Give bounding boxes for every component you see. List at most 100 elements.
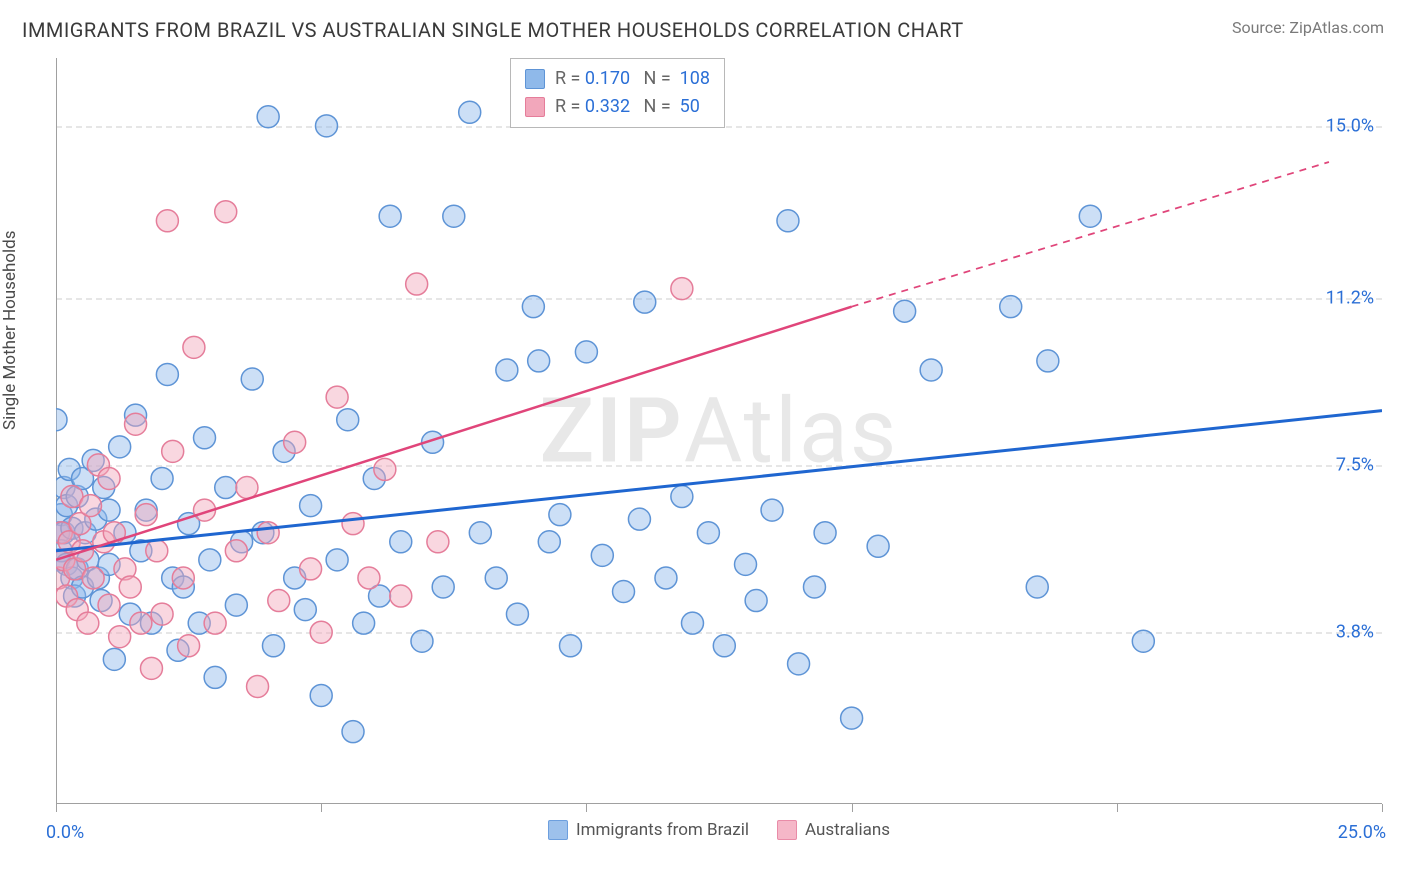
legend-item: Immigrants from Brazil (548, 820, 749, 840)
legend-swatch (548, 820, 568, 840)
data-point-australians (98, 594, 120, 616)
data-point-brazil (379, 205, 401, 227)
data-point-brazil (294, 599, 316, 621)
data-point-brazil (549, 504, 571, 526)
data-point-australians (178, 635, 200, 657)
data-point-australians (358, 567, 380, 589)
data-point-brazil (496, 359, 518, 381)
bottom-legend: Immigrants from Brazil Australians (56, 820, 1382, 840)
data-point-brazil (194, 427, 216, 449)
source-name: ZipAtlas.com (1289, 18, 1384, 37)
data-point-australians (162, 440, 184, 462)
data-point-brazil (591, 544, 613, 566)
data-point-australians (77, 612, 99, 634)
source-prefix: Source: (1232, 18, 1289, 37)
data-point-brazil (506, 603, 528, 625)
data-point-brazil (1132, 630, 1154, 652)
data-point-brazil (1079, 205, 1101, 227)
data-point-australians (183, 336, 205, 358)
data-point-brazil (894, 300, 916, 322)
data-point-brazil (300, 495, 322, 517)
data-point-brazil (745, 590, 767, 612)
stats-text-australians: R = 0.332 N = 50 (555, 93, 700, 121)
data-point-brazil (257, 106, 279, 128)
data-point-brazil (1026, 576, 1048, 598)
data-point-brazil (316, 115, 338, 137)
data-point-australians (671, 278, 693, 300)
data-point-brazil (432, 576, 454, 598)
x-axis-labels: 0.0% Immigrants from BrazilAustralians 2… (56, 808, 1382, 844)
data-point-australians (326, 386, 348, 408)
data-point-brazil (713, 635, 735, 657)
data-point-brazil (310, 684, 332, 706)
data-point-brazil (215, 477, 237, 499)
data-point-australians (125, 413, 147, 435)
data-point-australians (342, 513, 364, 535)
stats-legend-box: R = 0.170 N = 108R = 0.332 N = 50 (510, 58, 725, 128)
data-point-australians (151, 603, 173, 625)
data-point-brazil (156, 363, 178, 385)
x-tick (1382, 804, 1383, 812)
plot-area: ZIPAtlas 3.8%7.5%11.2%15.0% (56, 58, 1382, 804)
data-point-brazil (485, 567, 507, 589)
data-point-brazil (1037, 350, 1059, 372)
data-point-brazil (671, 486, 693, 508)
data-point-australians (146, 540, 168, 562)
data-point-australians (300, 558, 322, 580)
data-point-brazil (634, 291, 656, 313)
swatch-brazil (525, 69, 545, 89)
x-max-label: 25.0% (1338, 822, 1386, 843)
data-point-australians (284, 431, 306, 453)
data-point-brazil (199, 549, 221, 571)
legend-label: Immigrants from Brazil (576, 820, 749, 840)
data-point-brazil (575, 341, 597, 363)
data-point-australians (204, 612, 226, 634)
chart-header: IMMIGRANTS FROM BRAZIL VS AUSTRALIAN SIN… (0, 0, 1406, 42)
data-point-brazil (613, 581, 635, 603)
data-point-australians (390, 585, 412, 607)
data-point-brazil (681, 612, 703, 634)
data-point-brazil (803, 576, 825, 598)
data-point-brazil (841, 707, 863, 729)
data-point-australians (268, 590, 290, 612)
data-point-brazil (628, 508, 650, 530)
data-point-brazil (469, 522, 491, 544)
trendline-extrapolated-australians (852, 162, 1329, 307)
data-point-australians (79, 495, 101, 517)
legend-label: Australians (805, 820, 890, 840)
data-point-brazil (151, 467, 173, 489)
data-point-australians (247, 675, 269, 697)
data-point-brazil (262, 635, 284, 657)
data-point-brazil (761, 499, 783, 521)
y-axis-label: Single Mother Households (0, 230, 20, 430)
data-point-australians (119, 576, 141, 598)
stats-row-brazil: R = 0.170 N = 108 (525, 65, 710, 93)
data-point-brazil (735, 553, 757, 575)
data-point-brazil (777, 210, 799, 232)
data-point-australians (135, 504, 157, 526)
legend-item: Australians (777, 820, 890, 840)
chart-title: IMMIGRANTS FROM BRAZIL VS AUSTRALIAN SIN… (22, 18, 964, 42)
stats-row-australians: R = 0.332 N = 50 (525, 93, 710, 121)
data-point-australians (82, 567, 104, 589)
data-point-australians (406, 273, 428, 295)
swatch-australians (525, 97, 545, 117)
data-point-australians (374, 458, 396, 480)
data-point-australians (427, 531, 449, 553)
data-point-brazil (56, 409, 67, 431)
data-point-australians (310, 621, 332, 643)
data-point-australians (156, 210, 178, 232)
data-point-australians (215, 201, 237, 223)
data-point-australians (257, 522, 279, 544)
data-point-brazil (655, 567, 677, 589)
source-attribution: Source: ZipAtlas.com (1232, 18, 1384, 37)
data-point-brazil (538, 531, 560, 553)
data-point-brazil (920, 359, 942, 381)
data-point-australians (225, 540, 247, 562)
data-point-brazil (697, 522, 719, 544)
data-point-brazil (225, 594, 247, 616)
data-point-australians (98, 467, 120, 489)
data-point-brazil (459, 101, 481, 123)
data-point-brazil (103, 648, 125, 670)
data-point-australians (109, 626, 131, 648)
